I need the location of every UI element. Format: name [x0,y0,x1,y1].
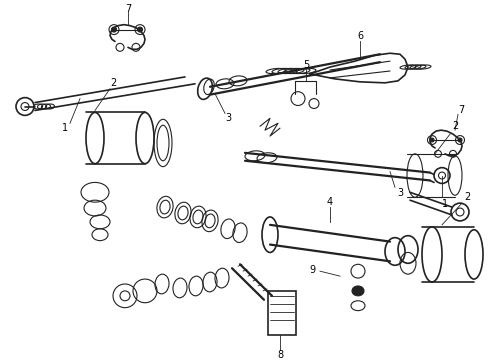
Circle shape [430,138,434,142]
Text: 7: 7 [125,4,131,14]
Text: 3: 3 [397,188,403,198]
Ellipse shape [352,286,364,296]
Text: 7: 7 [458,105,464,116]
Text: 2: 2 [464,192,470,202]
Text: 5: 5 [303,60,309,70]
Text: 8: 8 [277,350,283,360]
Text: 9: 9 [309,265,315,275]
Circle shape [112,27,117,32]
Text: 2: 2 [452,121,458,131]
Text: 1: 1 [442,199,448,209]
Circle shape [458,138,462,142]
Text: 6: 6 [357,31,363,41]
FancyBboxPatch shape [268,291,296,335]
Text: 4: 4 [327,197,333,207]
Circle shape [138,27,143,32]
Text: 1: 1 [62,123,68,133]
Text: 2: 2 [110,78,116,88]
Text: 3: 3 [225,113,231,123]
